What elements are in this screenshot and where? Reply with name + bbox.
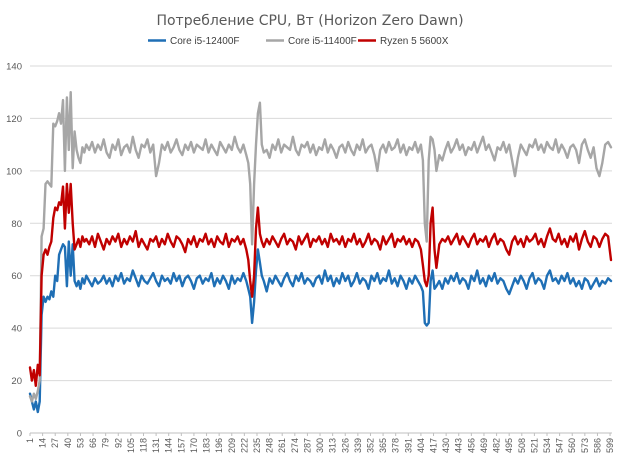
x-tick-label: 196: [214, 438, 224, 453]
x-tick-label: 79: [101, 438, 111, 448]
x-tick-label: 352: [365, 438, 375, 453]
x-tick-label: 1: [25, 438, 35, 443]
x-tick-label: 521: [529, 438, 539, 453]
series-line-0: [28, 240, 613, 414]
x-tick-label: 248: [265, 438, 275, 453]
legend-label-1: Core i5-11400F: [288, 36, 357, 47]
x-tick-label: 547: [555, 438, 565, 453]
x-tick-label: 313: [328, 438, 338, 453]
x-tick-label: 534: [542, 438, 552, 453]
series-line-1: [28, 91, 613, 403]
legend-label-0: Core i5-12400F: [170, 36, 239, 47]
y-tick-label: 60: [11, 271, 22, 282]
x-tick-label: 118: [138, 438, 148, 452]
series-group: [28, 91, 613, 414]
y-axis-ticks: 0 20 40 60 80 100 120 140: [6, 62, 22, 440]
x-tick-label: 27: [50, 438, 60, 448]
y-tick-label: 120: [6, 114, 22, 125]
y-tick-label: 20: [11, 376, 22, 387]
x-tick-label: 274: [290, 438, 300, 453]
y-tick-label: 0: [17, 429, 22, 440]
x-tick-label: 573: [580, 438, 590, 453]
x-tick-label: 469: [479, 438, 489, 453]
x-tick-label: 495: [504, 438, 514, 453]
x-tick-label: 66: [88, 438, 98, 448]
series-line-2: [28, 182, 613, 387]
x-tick-label: 287: [302, 438, 312, 453]
x-tick-label: 326: [340, 438, 350, 453]
legend: Core i5-12400F Core i5-11400F Ryzen 5 5600…: [148, 36, 449, 47]
x-tick-label: 339: [353, 438, 363, 453]
x-tick-label: 183: [202, 438, 212, 453]
y-tick-label: 140: [6, 62, 22, 73]
x-tick-label: 378: [391, 438, 401, 453]
x-tick-label: 170: [189, 438, 199, 453]
x-tick-label: 586: [592, 438, 602, 453]
x-tick-label: 53: [75, 438, 85, 448]
x-tick-label: 443: [454, 438, 464, 453]
x-tick-label: 40: [63, 438, 73, 448]
x-tick-label: 14: [38, 438, 48, 448]
x-tick-label: 300: [315, 438, 325, 453]
y-tick-label: 40: [11, 324, 22, 335]
x-tick-label: 261: [277, 438, 287, 453]
grid: [30, 65, 612, 434]
x-tick-label: 417: [429, 438, 439, 453]
x-tick-label: 404: [416, 438, 426, 453]
x-tick-label: 157: [176, 438, 186, 453]
y-tick-label: 100: [6, 166, 22, 177]
x-axis-ticks: 1 14 27 40 53 66 79 92 105 118 131 144 157 170 183 196 2…: [25, 433, 615, 453]
x-tick-label: 222: [239, 438, 249, 453]
x-tick-label: 131: [151, 438, 161, 453]
x-tick-label: 560: [567, 438, 577, 453]
x-tick-label: 430: [441, 438, 451, 453]
x-tick-label: 482: [492, 438, 502, 453]
y-tick-label: 80: [11, 219, 22, 230]
x-tick-label: 391: [403, 438, 413, 453]
x-tick-label: 92: [113, 438, 123, 448]
x-tick-label: 599: [605, 438, 615, 453]
x-tick-label: 456: [466, 438, 476, 453]
x-tick-label: 508: [517, 438, 527, 453]
x-tick-label: 365: [378, 438, 388, 453]
chart-title: Потребление CPU, Вт (Horizon Zero Dawn): [156, 13, 463, 29]
legend-label-2: Ryzen 5 5600X: [380, 36, 449, 47]
x-tick-label: 209: [227, 438, 237, 453]
x-tick-label: 105: [126, 438, 136, 453]
x-tick-label: 144: [164, 438, 174, 453]
x-tick-label: 235: [252, 438, 262, 453]
